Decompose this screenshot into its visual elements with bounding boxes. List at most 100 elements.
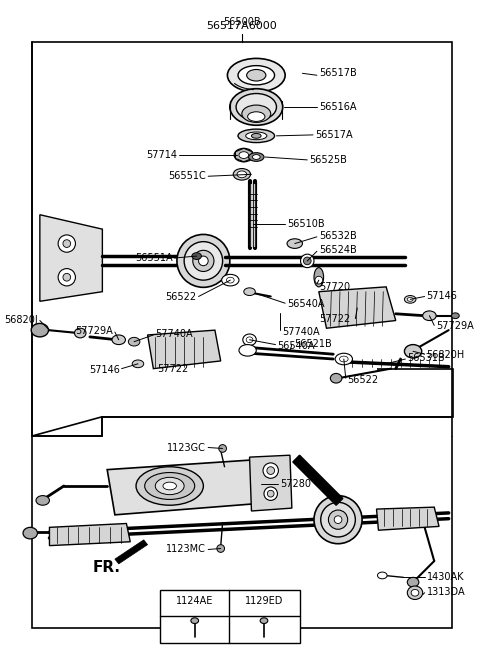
Text: 1123MC: 1123MC <box>167 544 206 554</box>
Ellipse shape <box>144 472 195 500</box>
Ellipse shape <box>184 242 223 280</box>
Ellipse shape <box>408 586 423 599</box>
Text: 1124AE: 1124AE <box>176 597 214 607</box>
Ellipse shape <box>74 328 86 338</box>
Text: FR.: FR. <box>93 560 121 575</box>
Text: 56820J: 56820J <box>4 315 38 325</box>
Ellipse shape <box>31 323 48 337</box>
Text: 1129ED: 1129ED <box>245 597 283 607</box>
Text: 57740A: 57740A <box>282 327 320 337</box>
Text: 57146: 57146 <box>89 365 120 375</box>
Ellipse shape <box>249 153 264 162</box>
Ellipse shape <box>63 240 71 247</box>
Text: 56540A: 56540A <box>287 299 324 309</box>
Ellipse shape <box>263 463 278 478</box>
Text: 57729A: 57729A <box>436 321 474 331</box>
Text: 1430AK: 1430AK <box>427 572 464 582</box>
Ellipse shape <box>405 295 416 303</box>
Ellipse shape <box>155 478 184 494</box>
Ellipse shape <box>238 129 275 142</box>
Ellipse shape <box>234 148 253 162</box>
Ellipse shape <box>193 250 214 271</box>
Ellipse shape <box>238 65 275 85</box>
Text: 56540A: 56540A <box>277 341 315 351</box>
Text: 56517A6000: 56517A6000 <box>206 21 277 31</box>
Ellipse shape <box>247 69 266 81</box>
Ellipse shape <box>334 516 342 524</box>
Ellipse shape <box>303 257 311 265</box>
Ellipse shape <box>132 360 144 367</box>
Ellipse shape <box>330 373 342 383</box>
Ellipse shape <box>192 253 202 259</box>
Ellipse shape <box>321 502 355 537</box>
Ellipse shape <box>230 89 283 126</box>
Ellipse shape <box>237 171 247 178</box>
Ellipse shape <box>219 445 227 452</box>
Ellipse shape <box>243 334 256 345</box>
Polygon shape <box>319 287 396 328</box>
Ellipse shape <box>239 345 256 356</box>
Polygon shape <box>293 455 343 505</box>
Text: 57722: 57722 <box>319 313 350 323</box>
Ellipse shape <box>248 112 265 122</box>
Ellipse shape <box>264 487 277 500</box>
Ellipse shape <box>128 337 140 346</box>
Polygon shape <box>49 524 130 546</box>
Ellipse shape <box>58 235 75 253</box>
Ellipse shape <box>246 337 253 343</box>
Ellipse shape <box>408 297 413 301</box>
Text: 56522: 56522 <box>166 293 197 303</box>
Polygon shape <box>236 148 252 162</box>
Ellipse shape <box>405 345 422 358</box>
Ellipse shape <box>217 544 225 552</box>
Ellipse shape <box>233 168 251 180</box>
Ellipse shape <box>377 572 387 578</box>
Ellipse shape <box>244 288 255 295</box>
Polygon shape <box>40 214 102 301</box>
Ellipse shape <box>242 105 271 122</box>
Ellipse shape <box>236 94 276 120</box>
Text: 57720: 57720 <box>319 282 350 292</box>
Ellipse shape <box>191 618 199 623</box>
Text: 56517A: 56517A <box>315 130 353 140</box>
Text: 56521B: 56521B <box>294 339 332 349</box>
Text: 56525B: 56525B <box>309 155 347 165</box>
Text: 56510B: 56510B <box>287 219 324 229</box>
Ellipse shape <box>252 154 260 160</box>
Text: 56551C: 56551C <box>168 171 206 181</box>
Ellipse shape <box>112 335 125 345</box>
Text: 56820H: 56820H <box>427 350 465 360</box>
Polygon shape <box>376 507 439 530</box>
Text: 56500B: 56500B <box>223 17 261 27</box>
Ellipse shape <box>222 275 239 286</box>
Ellipse shape <box>163 482 177 490</box>
Text: 57146: 57146 <box>427 291 457 301</box>
Ellipse shape <box>36 496 49 505</box>
Ellipse shape <box>177 234 230 287</box>
Ellipse shape <box>252 134 261 138</box>
Text: 57740A: 57740A <box>155 329 193 339</box>
Ellipse shape <box>411 589 419 596</box>
Text: 57722: 57722 <box>157 363 189 373</box>
Ellipse shape <box>287 238 302 248</box>
Ellipse shape <box>423 311 436 321</box>
Polygon shape <box>107 460 261 515</box>
Polygon shape <box>115 540 147 564</box>
Ellipse shape <box>58 269 75 286</box>
Ellipse shape <box>63 273 71 281</box>
Text: 56516A: 56516A <box>319 102 356 112</box>
Text: 1123GC: 1123GC <box>168 442 206 452</box>
Text: 1313DA: 1313DA <box>427 587 465 597</box>
Ellipse shape <box>228 58 285 92</box>
Ellipse shape <box>314 268 324 287</box>
Ellipse shape <box>136 467 204 505</box>
Ellipse shape <box>239 152 249 158</box>
Text: 56522: 56522 <box>348 375 379 385</box>
Ellipse shape <box>452 313 459 319</box>
Ellipse shape <box>199 256 208 266</box>
Ellipse shape <box>227 277 234 283</box>
Ellipse shape <box>408 577 419 587</box>
Ellipse shape <box>300 254 314 268</box>
Ellipse shape <box>335 353 352 365</box>
Text: 57729A: 57729A <box>75 326 113 336</box>
